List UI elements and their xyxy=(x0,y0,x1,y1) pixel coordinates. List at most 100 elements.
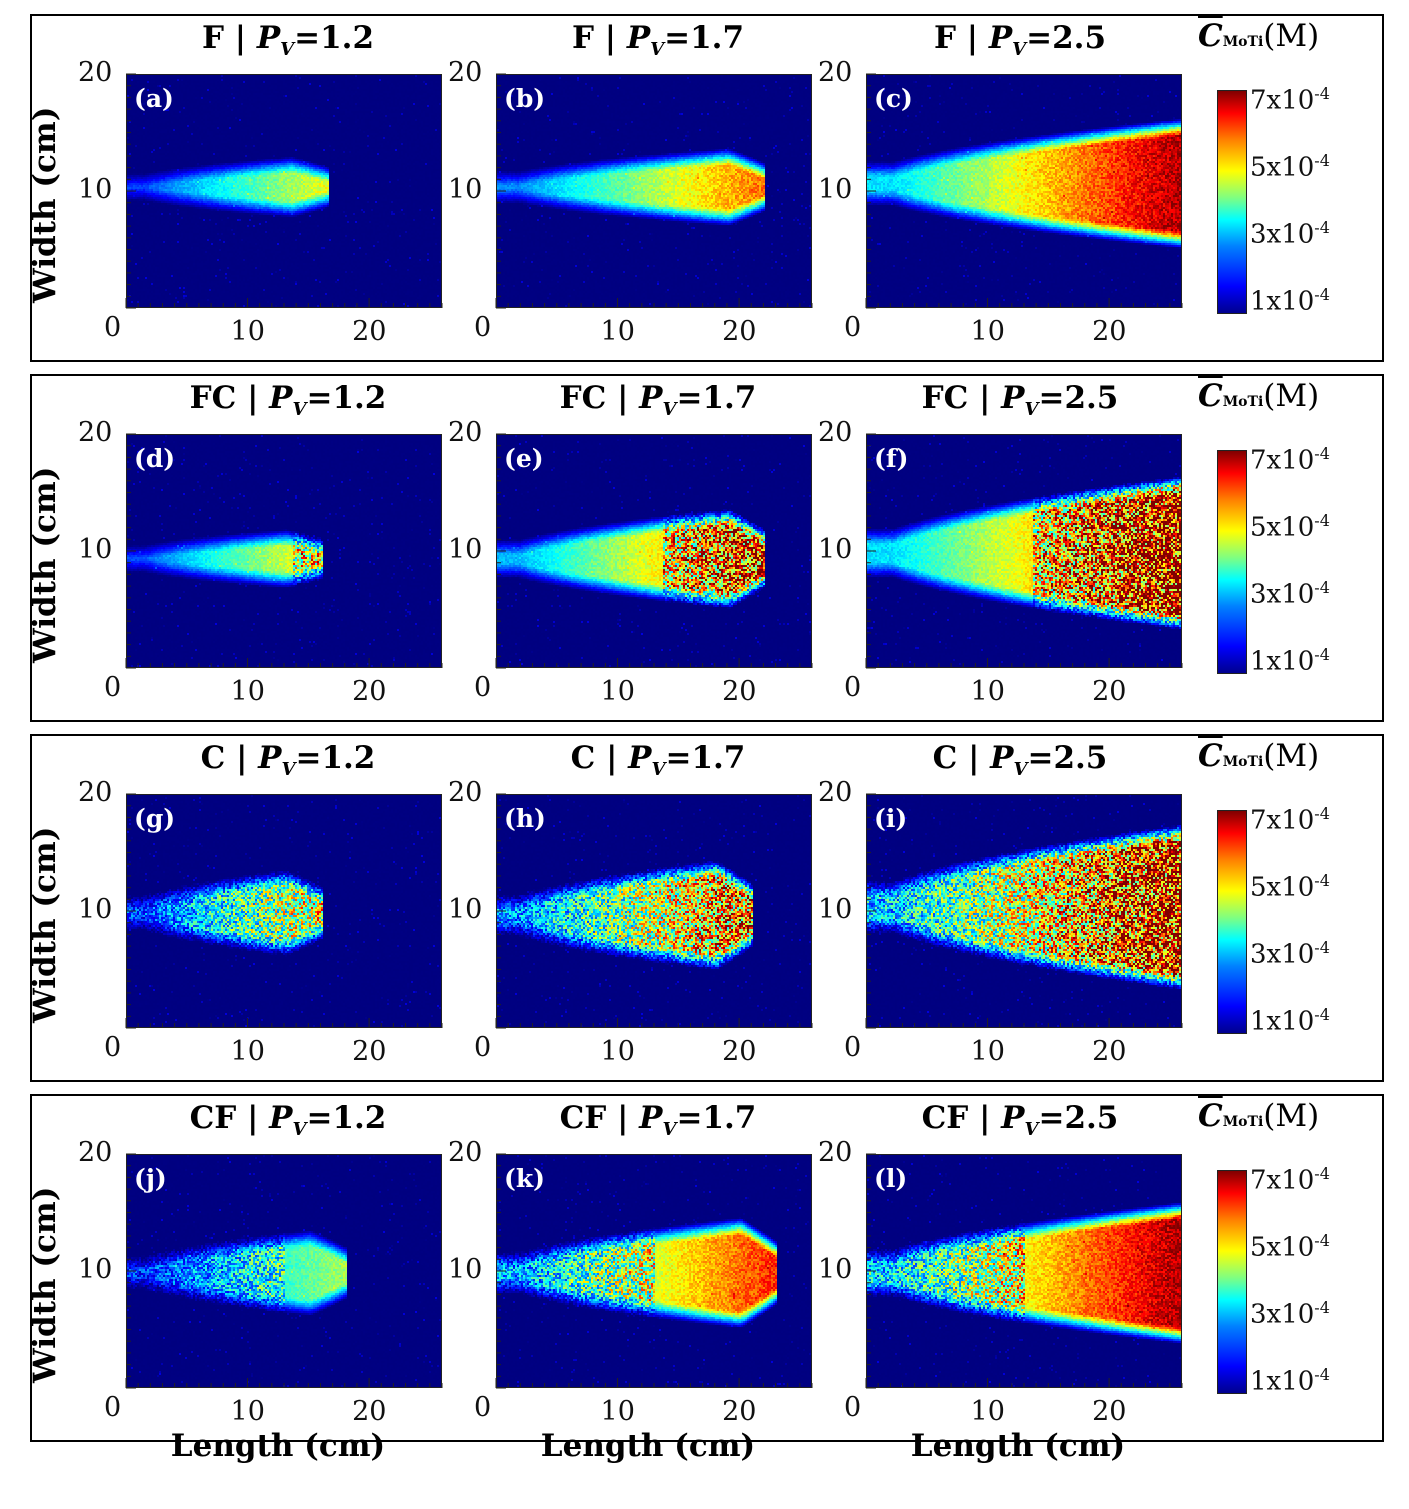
y-tick-label: 20 xyxy=(78,57,113,88)
x-tick-label: 10 xyxy=(230,676,265,707)
colorbar-title: CMoTi(M) xyxy=(1198,378,1319,414)
colorbar xyxy=(1217,450,1247,674)
y-tick-label: 10 xyxy=(818,894,853,925)
colorbar-tick-exponent: -4 xyxy=(1314,285,1330,304)
heatmap-image-a xyxy=(127,75,441,307)
colorbar-tick-mantissa: 3x10 xyxy=(1250,939,1315,970)
panel-letter-h: (h) xyxy=(504,804,546,833)
panel-title-pv-value: 1.7 xyxy=(691,740,746,776)
panel-title-l: CF | PV=2.5 xyxy=(922,1100,1119,1140)
colorbar-tick-mantissa: 7x10 xyxy=(1250,85,1315,116)
colorbar-tick-mantissa: 7x10 xyxy=(1250,805,1315,836)
x-tick-label: 20 xyxy=(722,676,757,707)
colorbar-tick-label: 5x10-4 xyxy=(1250,511,1330,543)
heatmap-image-g xyxy=(127,795,441,1027)
heatmap-image-b xyxy=(497,75,811,307)
colorbar-title-variable: C xyxy=(1198,18,1223,54)
y-tick-label: 10 xyxy=(78,534,113,565)
colorbar-tick-mantissa: 5x10 xyxy=(1250,872,1315,903)
y-tick-label: 10 xyxy=(818,174,853,205)
colorbar-title-unit: (M) xyxy=(1263,1098,1320,1134)
x-tick-label: 20 xyxy=(1092,1396,1127,1427)
x-tick-label: 10 xyxy=(970,1396,1005,1427)
y-tick-label: 20 xyxy=(818,417,853,448)
colorbar-tick-exponent: -4 xyxy=(1314,511,1330,530)
colorbar-tick-mantissa: 7x10 xyxy=(1250,1165,1315,1196)
x-tick-label: 20 xyxy=(352,676,387,707)
panel-title-scenario: FC xyxy=(921,380,969,416)
axis-ticks-j xyxy=(125,1153,443,1389)
colorbar xyxy=(1217,1170,1247,1394)
panel-title-scenario: FC xyxy=(189,380,237,416)
row-frame-f xyxy=(30,14,1384,362)
colorbar-tick-label: 5x10-4 xyxy=(1250,871,1330,903)
panel-title-pv-value: 1.2 xyxy=(332,1100,387,1136)
x-tick-label: 20 xyxy=(1092,316,1127,347)
colorbar-tick-label: 7x10-4 xyxy=(1250,804,1330,836)
axis-ticks-a xyxy=(125,73,443,309)
panel-title-d: FC | PV=1.2 xyxy=(190,380,387,420)
panel-title-pv-value: 2.5 xyxy=(1064,380,1119,416)
colorbar-tick-exponent: -4 xyxy=(1314,871,1330,890)
panel-letter-e: (e) xyxy=(504,444,544,473)
panel-title-scenario: F xyxy=(201,20,224,56)
panel-title-scenario: C xyxy=(200,740,226,776)
panel-title-scenario: C xyxy=(932,740,958,776)
y-tick-label: 20 xyxy=(448,417,483,448)
panel-title-k: CF | PV=1.7 xyxy=(560,1100,757,1140)
colorbar-tick-label: 7x10-4 xyxy=(1250,84,1330,116)
y-tick-label: 20 xyxy=(448,777,483,808)
panel-title-scenario: CF xyxy=(559,1100,607,1136)
panel-letter-i: (i) xyxy=(874,804,908,833)
panel-letter-l: (l) xyxy=(874,1164,908,1193)
x-tick-label: 10 xyxy=(970,316,1005,347)
y-axis-label: Width (cm) xyxy=(27,106,63,303)
panel-title-pv-symbol: | PV= xyxy=(968,380,1065,421)
y-tick-label: 10 xyxy=(448,174,483,205)
heatmap-image-h xyxy=(497,795,811,1027)
colorbar-tick-mantissa: 1x10 xyxy=(1250,1366,1315,1397)
colorbar-tick-mantissa: 5x10 xyxy=(1250,152,1315,183)
colorbar-tick-exponent: -4 xyxy=(1314,938,1330,957)
panel-title-pv-value: 1.7 xyxy=(702,1100,757,1136)
x-axis-label: Length (cm) xyxy=(540,1428,756,1464)
colorbar-tick-exponent: -4 xyxy=(1314,218,1330,237)
colorbar-tick-label: 3x10-4 xyxy=(1250,1298,1330,1330)
x-tick-label: 0 xyxy=(844,1392,862,1423)
panel-title-i: C | PV=2.5 xyxy=(933,740,1108,780)
colorbar-tick-exponent: -4 xyxy=(1314,1365,1330,1384)
colorbar-tick-label: 7x10-4 xyxy=(1250,444,1330,476)
colorbar-tick-exponent: -4 xyxy=(1314,151,1330,170)
panel-title-b: F | PV=1.7 xyxy=(572,20,744,60)
colorbar-tick-mantissa: 5x10 xyxy=(1250,1232,1315,1263)
panel-letter-j: (j) xyxy=(134,1164,167,1193)
panel-letter-a: (a) xyxy=(134,84,174,113)
y-axis-label: Width (cm) xyxy=(27,466,63,663)
y-tick-label: 20 xyxy=(448,1137,483,1168)
panel-title-pv-value: 2.5 xyxy=(1064,1100,1119,1136)
heatmap-panel-h xyxy=(496,794,812,1028)
panel-title-j: CF | PV=1.2 xyxy=(190,1100,387,1140)
x-tick-label: 0 xyxy=(844,1032,862,1063)
x-tick-label: 0 xyxy=(474,1392,492,1423)
panel-title-pv-symbol: | PV= xyxy=(968,1100,1065,1141)
y-tick-label: 20 xyxy=(78,777,113,808)
x-tick-label: 10 xyxy=(600,1396,635,1427)
colorbar-tick-label: 1x10-4 xyxy=(1250,1365,1330,1397)
heatmap-image-e xyxy=(497,435,811,667)
panel-title-pv-value: 1.2 xyxy=(321,740,376,776)
row-frame-cf xyxy=(30,1094,1384,1442)
panel-letter-k: (k) xyxy=(504,1164,545,1193)
panel-title-g: C | PV=1.2 xyxy=(201,740,376,780)
colorbar-tick-exponent: -4 xyxy=(1314,84,1330,103)
x-tick-label: 20 xyxy=(1092,1036,1127,1067)
colorbar-title-subscript: MoTi xyxy=(1222,754,1264,770)
x-tick-label: 10 xyxy=(230,1396,265,1427)
panel-letter-d: (d) xyxy=(134,444,176,473)
colorbar-tick-mantissa: 3x10 xyxy=(1250,1299,1315,1330)
panel-title-pv-symbol: | PV= xyxy=(955,20,1053,61)
panel-title-e: FC | PV=1.7 xyxy=(560,380,757,420)
heatmap-image-j xyxy=(127,1155,441,1387)
y-tick-label: 10 xyxy=(78,174,113,205)
colorbar-tick-mantissa: 1x10 xyxy=(1250,646,1315,677)
